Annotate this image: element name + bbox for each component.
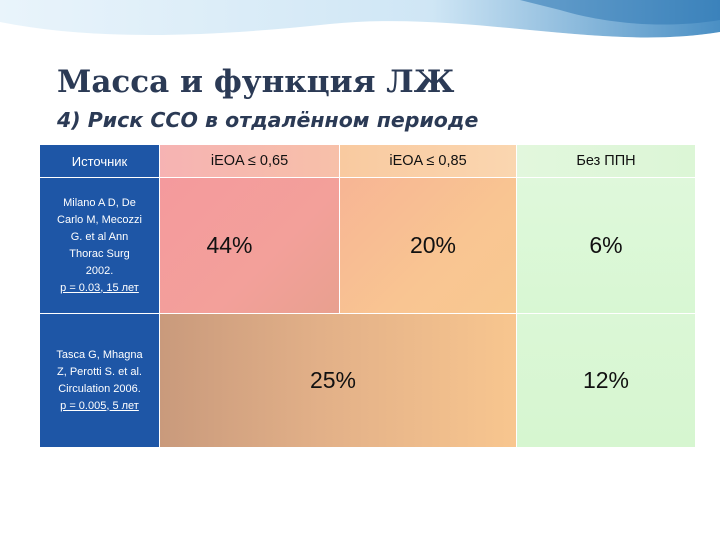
- row1-source-line: Carlo M, Mecozzi: [57, 213, 142, 226]
- header-ieoa085-label: iEOA ≤ 0,85: [389, 153, 467, 169]
- row2-source-line: Tasca G, Mhagna: [56, 348, 143, 361]
- header-source-label: Источник: [71, 153, 128, 169]
- row1-source-line: G. et al Ann: [70, 230, 129, 243]
- row1-ieoa085-value: 20%: [409, 232, 457, 258]
- row2-ieoa-merged-value: 25%: [309, 367, 357, 393]
- row2-source-line: Circulation 2006.: [58, 382, 141, 395]
- header-wave-decoration: [0, 0, 720, 60]
- row1-source-line: Milano A D, De: [63, 196, 136, 209]
- row1-source-line: Thorac Surg: [69, 247, 130, 260]
- row2-source-line: Z, Perotti S. et al.: [57, 365, 142, 378]
- row1-no-ppm-cell: 6%: [517, 178, 695, 313]
- row1-ieoa085-cell: 20%: [340, 178, 516, 313]
- slide-subtitle: 4) Риск ССО в отдалённом периоде: [57, 108, 479, 132]
- header-ieoa085-cell: iEOA ≤ 0,85: [340, 145, 516, 177]
- row1-source-stat: p = 0.03, 15 лет: [60, 281, 139, 294]
- row1-ieoa065-cell: 44%: [160, 178, 339, 313]
- row1-ieoa065-value: 44%: [206, 232, 253, 258]
- header-ieoa065-cell: iEOA ≤ 0,65: [160, 145, 339, 177]
- header-no-ppm-cell: Без ППН: [517, 145, 695, 177]
- row1-source-cell: Milano A D, De Carlo M, Mecozzi G. et al…: [40, 178, 159, 313]
- row2-source-stat: p = 0.005, 5 лет: [60, 399, 139, 412]
- row2-no-ppm-cell: 12%: [517, 314, 695, 447]
- row1-no-ppm-value: 6%: [589, 232, 623, 258]
- row2-no-ppm-value: 12%: [582, 367, 630, 393]
- header-source-cell: Источник: [40, 145, 159, 177]
- row2-source-cell: Tasca G, Mhagna Z, Perotti S. et al. Cir…: [40, 314, 159, 447]
- header-no-ppm-label: Без ППН: [576, 153, 636, 169]
- row2-ieoa-merged-cell: 25%: [160, 314, 516, 447]
- header-ieoa065-label: iEOA ≤ 0,65: [210, 153, 289, 169]
- slide-title: Масса и функция ЛЖ: [57, 64, 455, 100]
- row1-source-line: 2002.: [85, 264, 114, 277]
